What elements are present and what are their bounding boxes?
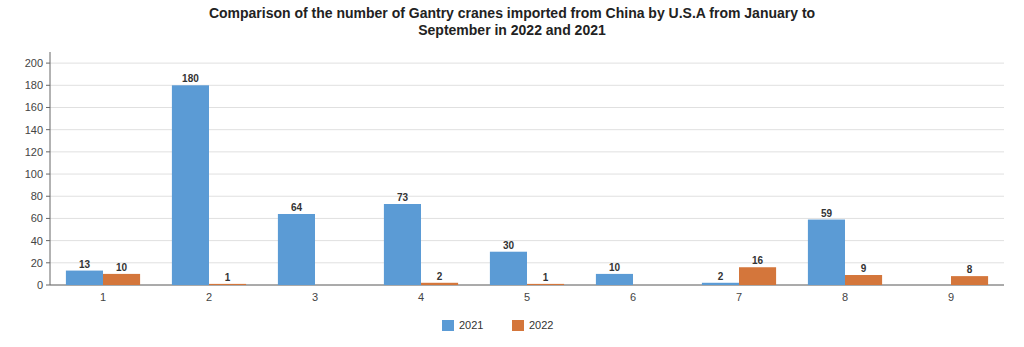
- x-tick-label: 7: [736, 291, 742, 303]
- y-tick: [46, 285, 50, 286]
- bar: [596, 274, 633, 285]
- data-label: 73: [397, 192, 409, 203]
- y-tick: [46, 174, 50, 175]
- bar: [103, 274, 140, 285]
- y-tick: [46, 262, 50, 263]
- x-tick-label: 9: [948, 291, 954, 303]
- bar: [278, 214, 315, 285]
- chart-svg: Comparison of the number of Gantry crane…: [0, 0, 1024, 347]
- y-tick: [46, 85, 50, 86]
- data-label: 10: [116, 262, 128, 273]
- title-line: September in 2022 and 2021: [418, 22, 606, 38]
- grid-line: [50, 63, 1004, 64]
- y-tick-label: 0: [37, 279, 43, 291]
- bar: [66, 271, 103, 285]
- x-tick-label: 6: [630, 291, 636, 303]
- data-label: 9: [861, 263, 867, 274]
- data-label: 180: [182, 73, 199, 84]
- x-tick-label: 2: [206, 291, 212, 303]
- data-labels: 13 180 64 73 30 10 2 59 10 1 2 1 16 9 8: [79, 73, 973, 283]
- y-tick: [46, 151, 50, 152]
- legend: 2021 2022: [442, 319, 553, 331]
- data-label: 64: [291, 202, 303, 213]
- title: Comparison of the number of Gantry crane…: [209, 5, 815, 38]
- data-label: 2: [437, 271, 443, 282]
- bars: [66, 85, 988, 285]
- x-tick-label: 1: [100, 291, 106, 303]
- y-tick-label: 200: [25, 57, 43, 69]
- bar: [951, 276, 988, 285]
- y-tick-label: 120: [25, 146, 43, 158]
- data-label: 10: [609, 262, 621, 273]
- y-axis-line: [50, 52, 51, 285]
- y-tick: [46, 63, 50, 64]
- bar: [914, 285, 951, 286]
- bar: [845, 275, 882, 285]
- x-tick-label: 4: [418, 291, 424, 303]
- bar: [702, 283, 739, 285]
- x-tick-label: 3: [312, 291, 318, 303]
- y-tick-label: 180: [25, 79, 43, 91]
- legend-swatch: [512, 320, 524, 331]
- data-label: 13: [79, 259, 91, 270]
- y-tick: [46, 240, 50, 241]
- y-tick: [46, 107, 50, 108]
- data-label: 59: [821, 208, 833, 219]
- data-label: 30: [503, 240, 515, 251]
- legend-swatch: [442, 320, 454, 331]
- y-tick: [46, 218, 50, 219]
- y-tick-label: 40: [31, 235, 43, 247]
- y-tick: [46, 196, 50, 197]
- title-line: Comparison of the number of Gantry crane…: [209, 5, 815, 21]
- data-label: 1: [543, 272, 549, 283]
- y-tick-label: 140: [25, 124, 43, 136]
- bar: [633, 285, 670, 286]
- bar: [739, 267, 776, 285]
- x-tick-label: 8: [842, 291, 848, 303]
- data-label: 8: [967, 264, 973, 275]
- bar: [490, 252, 527, 285]
- y-tick-label: 80: [31, 190, 43, 202]
- chart-container: Comparison of the number of Gantry crane…: [0, 0, 1024, 347]
- bar: [527, 284, 564, 285]
- y-grid: 0 20 40 60 80 100 120 140 160 180 200: [25, 57, 1004, 291]
- bar: [172, 85, 209, 285]
- data-label: 1: [225, 272, 231, 283]
- y-tick: [46, 129, 50, 130]
- data-label: 2: [718, 271, 724, 282]
- bar: [421, 283, 458, 285]
- x-axis: 1 2 3 4 5 6 7 8 9: [100, 291, 954, 303]
- bar: [209, 284, 246, 285]
- y-tick-label: 20: [31, 257, 43, 269]
- x-tick-label: 5: [524, 291, 530, 303]
- bar: [315, 285, 352, 286]
- data-label: 16: [752, 255, 764, 266]
- y-tick-label: 160: [25, 101, 43, 113]
- bar: [808, 220, 845, 285]
- legend-label: 2021: [459, 319, 483, 331]
- y-tick-label: 60: [31, 212, 43, 224]
- legend-label: 2022: [529, 319, 553, 331]
- y-tick-label: 100: [25, 168, 43, 180]
- bar: [384, 204, 421, 285]
